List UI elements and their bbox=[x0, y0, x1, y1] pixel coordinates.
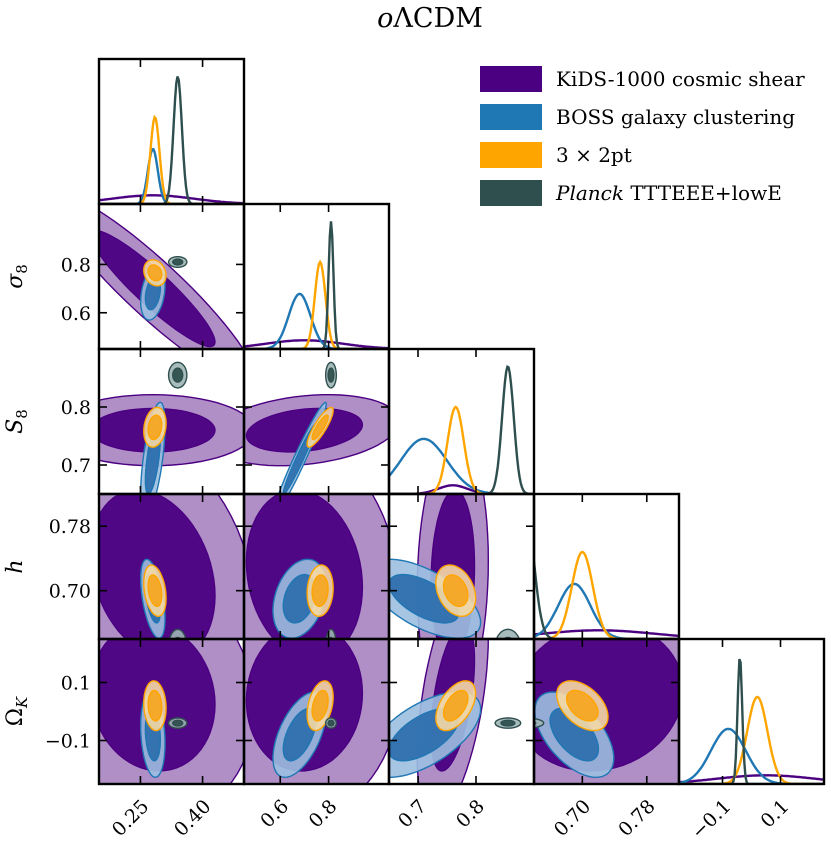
x-tick-label: 0.70 bbox=[550, 795, 595, 840]
x-tick-label: 0.7 bbox=[394, 795, 431, 832]
panel-frame bbox=[677, 637, 826, 786]
legend-swatch bbox=[480, 66, 542, 92]
marginal-curve bbox=[389, 365, 534, 494]
contour-Om-OK bbox=[99, 639, 244, 784]
marginal-curve bbox=[534, 561, 679, 639]
legend-label: Planck TTTEEE+lowE bbox=[555, 181, 782, 205]
marginal-curve bbox=[389, 484, 534, 494]
contour-68 bbox=[442, 689, 469, 722]
y-axis-label: h bbox=[3, 559, 28, 573]
contour-68 bbox=[327, 719, 335, 727]
contour-68 bbox=[565, 689, 599, 722]
contour-68 bbox=[503, 636, 513, 639]
contour-68 bbox=[99, 494, 216, 639]
legend: KiDS-1000 cosmic shear BOSS galaxy cluste… bbox=[480, 66, 805, 206]
x-tick-label: 0.8 bbox=[305, 795, 342, 832]
legend-label: BOSS galaxy clustering bbox=[556, 105, 795, 129]
y-tick-label: 0.78 bbox=[49, 516, 91, 538]
marginal-S8 bbox=[389, 365, 534, 494]
y-tick-label: 0.70 bbox=[49, 581, 91, 603]
y-tick-label: −0.1 bbox=[45, 731, 91, 753]
y-tick-label: 0.8 bbox=[61, 254, 91, 276]
y-axis-label: σ8 bbox=[3, 264, 31, 289]
title-o: o bbox=[377, 3, 393, 34]
chart-title: oΛCDM bbox=[377, 3, 483, 34]
marginal-Om bbox=[99, 76, 244, 204]
contour-68 bbox=[442, 574, 469, 608]
marginal-curve bbox=[244, 259, 389, 349]
x-tick-label: 0.6 bbox=[256, 795, 293, 832]
legend-label: KiDS-1000 cosmic shear bbox=[556, 67, 805, 91]
marginal-OK bbox=[679, 658, 824, 784]
contour-Om-h bbox=[99, 494, 244, 639]
y-tick-label: 0.8 bbox=[61, 397, 91, 419]
contour-95 bbox=[495, 628, 521, 639]
marginal-curve bbox=[99, 76, 244, 204]
marginal-h bbox=[534, 550, 679, 639]
marginal-curve bbox=[679, 774, 824, 784]
contour-95 bbox=[99, 210, 244, 349]
contour-S8-OK bbox=[389, 639, 522, 784]
contour-s8-S8 bbox=[244, 361, 389, 494]
marginal-curve bbox=[99, 194, 244, 204]
marginal-curve bbox=[389, 405, 534, 494]
panels-layer bbox=[99, 76, 824, 784]
y-tick-label: 0.6 bbox=[61, 303, 91, 325]
x-tick-label: −0.1 bbox=[687, 795, 735, 843]
y-axis-label: ΩK bbox=[3, 696, 31, 726]
y-tick-label: 0.1 bbox=[61, 673, 91, 695]
marginal-curve bbox=[679, 727, 824, 784]
legend-swatch bbox=[480, 180, 542, 206]
contour-68 bbox=[327, 367, 335, 383]
contour-68 bbox=[311, 414, 329, 441]
x-tick-label: 0.8 bbox=[452, 795, 489, 832]
contour-68 bbox=[147, 689, 163, 722]
legend-label: 3 × 2pt bbox=[556, 143, 632, 167]
y-axis-label: S8 bbox=[3, 409, 31, 434]
y-tick-label: 0.7 bbox=[61, 455, 91, 477]
x-tick-label: 0.40 bbox=[170, 795, 215, 840]
title-rest: ΛCDM bbox=[392, 3, 482, 34]
contour-68 bbox=[311, 689, 329, 722]
contour-68 bbox=[500, 719, 516, 727]
contour-68 bbox=[171, 367, 184, 383]
marginal-curve bbox=[534, 550, 679, 639]
marginal-s8 bbox=[244, 221, 389, 349]
x-tick-label: 0.1 bbox=[757, 795, 794, 832]
marginal-curve bbox=[244, 339, 389, 349]
contour-s8-OK bbox=[244, 639, 389, 784]
contour-68 bbox=[147, 264, 163, 282]
contour-s8-h bbox=[244, 494, 389, 639]
legend-swatch bbox=[480, 104, 542, 130]
x-tick-label: 0.78 bbox=[614, 795, 659, 840]
contour-68 bbox=[147, 574, 163, 608]
contour-95 bbox=[168, 628, 187, 639]
contour-68 bbox=[311, 574, 329, 608]
x-tick-label: 0.25 bbox=[108, 795, 153, 840]
contour-68 bbox=[147, 414, 163, 441]
marginal-curve bbox=[679, 658, 824, 784]
marginal-curve bbox=[679, 695, 824, 784]
panel-frame bbox=[97, 57, 246, 206]
contour-68 bbox=[171, 719, 184, 727]
contour-68 bbox=[171, 258, 184, 266]
panel-frame bbox=[532, 492, 681, 641]
contour-S8-h bbox=[389, 494, 521, 639]
legend-swatch bbox=[480, 142, 542, 168]
marginal-curve bbox=[534, 582, 679, 639]
contour-h-OK bbox=[534, 639, 679, 784]
contour-Om-S8 bbox=[99, 361, 244, 494]
contour-Om-s8 bbox=[99, 210, 244, 349]
